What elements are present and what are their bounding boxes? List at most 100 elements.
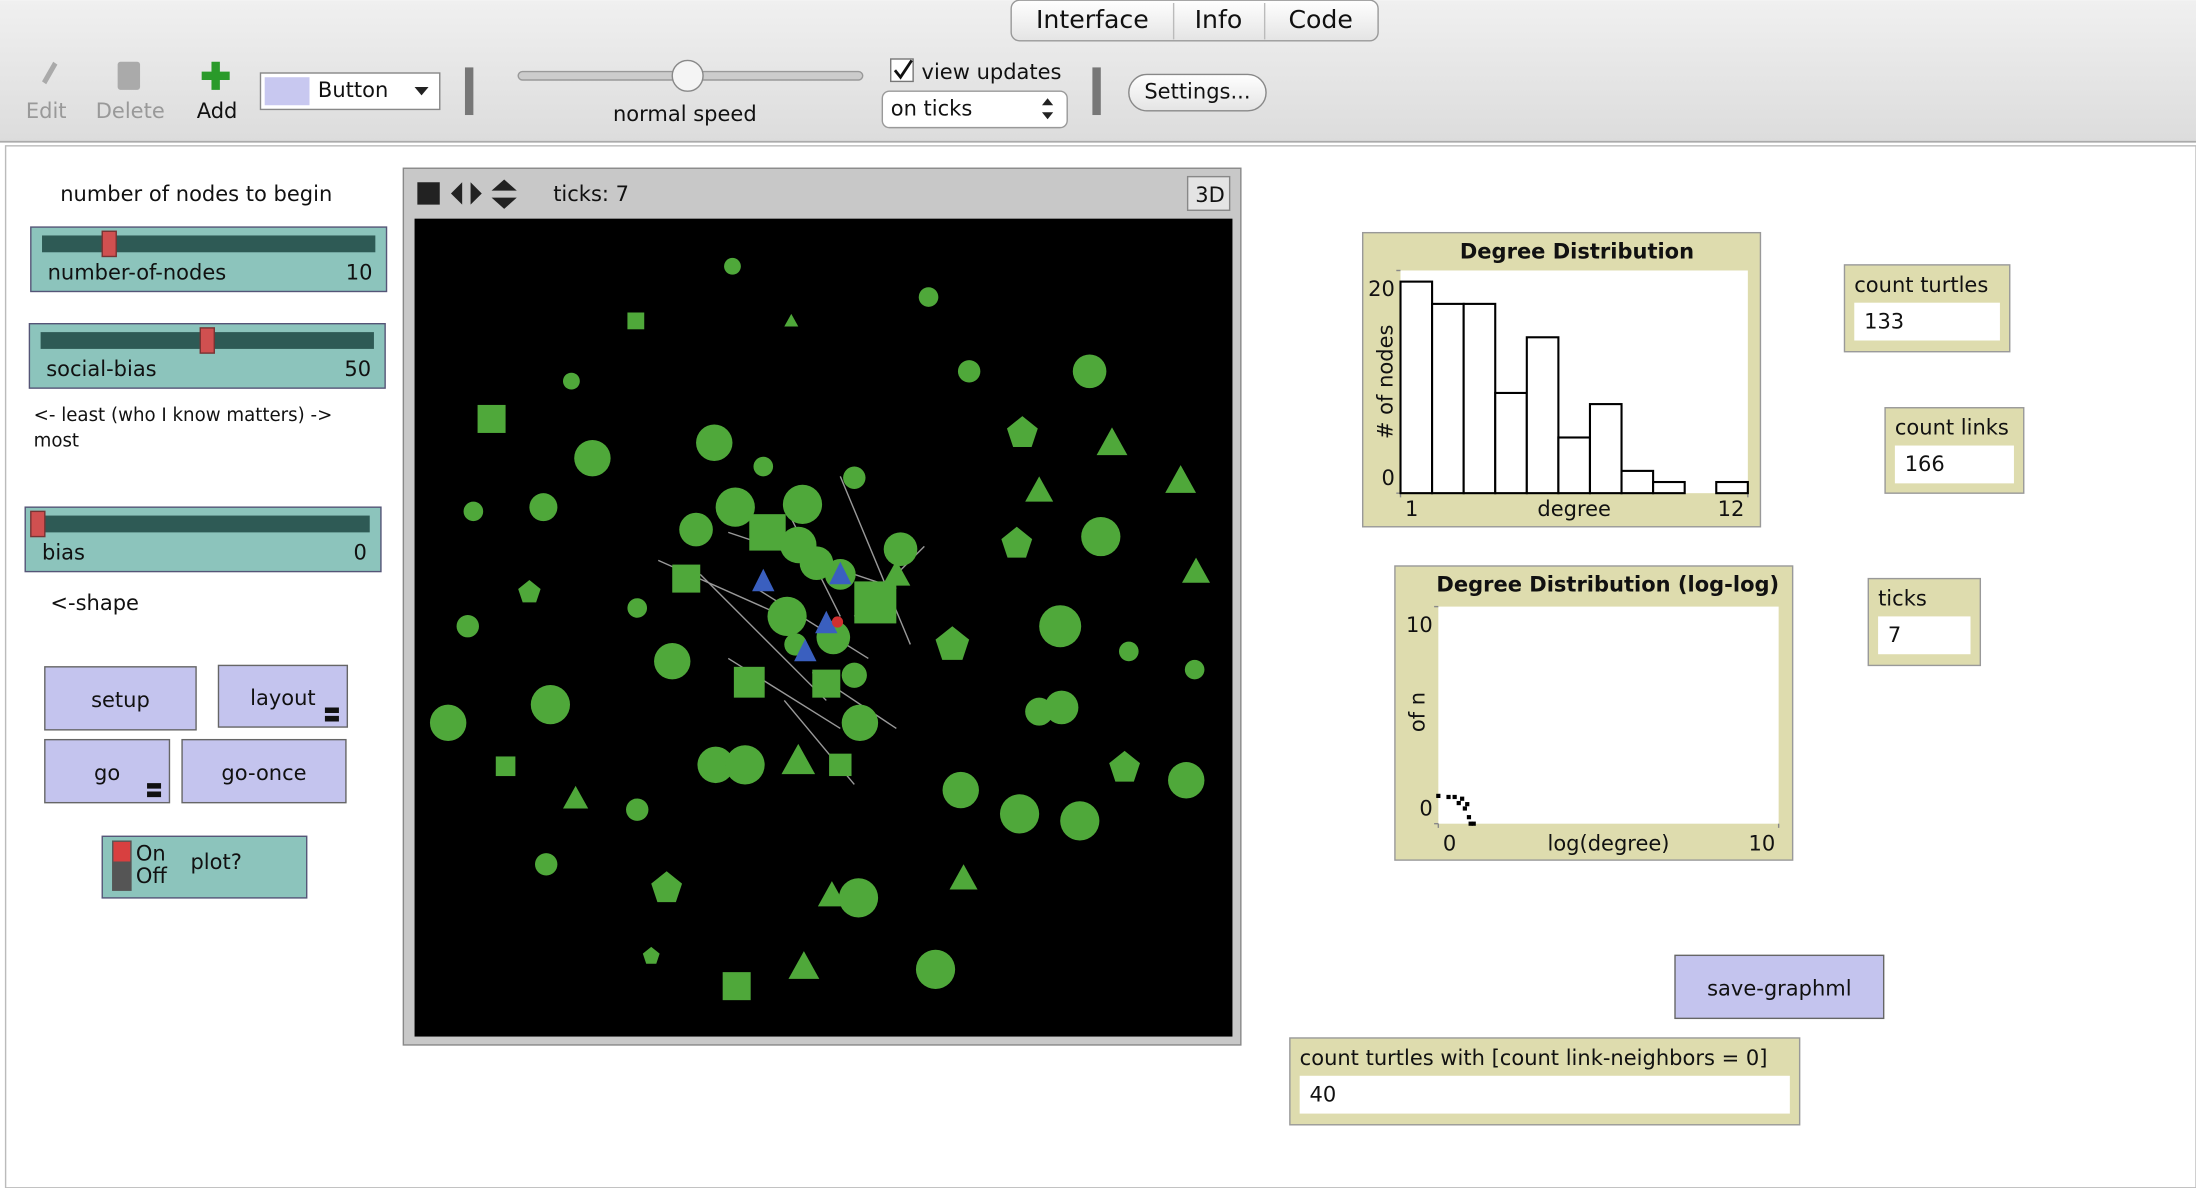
tab[interactable]: Code [1288, 5, 1352, 34]
turtle [782, 484, 823, 524]
histogram-bar [1557, 436, 1592, 495]
button-label[interactable]: go [94, 761, 120, 785]
scatter-point [1452, 794, 1457, 800]
monitor-value: 166 [1905, 452, 1945, 476]
note: number of nodes to begin [60, 182, 332, 206]
histogram-bar [1588, 403, 1623, 495]
switch-knob[interactable] [113, 841, 131, 862]
view-updates-label[interactable]: view updates [922, 60, 1062, 84]
turtle [1165, 465, 1197, 493]
turtle [1081, 516, 1121, 557]
scatter-point [1456, 800, 1461, 806]
settings-label[interactable]: Settings... [1144, 80, 1250, 104]
turtle [642, 946, 660, 964]
histogram-bar [1399, 280, 1434, 495]
separator [464, 67, 474, 116]
settings-button[interactable] [1128, 73, 1267, 112]
button-label[interactable]: save-graphml [1707, 977, 1852, 1001]
turtle [696, 424, 733, 461]
scatter-point [1436, 793, 1441, 798]
slider-track[interactable] [36, 515, 370, 533]
monitor-field [1854, 302, 2000, 341]
histogram-bar [1462, 302, 1497, 495]
x-tick-label: 0 [1443, 832, 1456, 856]
view-control[interactable] [491, 179, 517, 209]
edit-button[interactable]: Edit [26, 99, 67, 123]
update-mode-value[interactable]: on ticks [891, 96, 973, 120]
plot-area [1438, 606, 1779, 824]
histogram-bar [1652, 480, 1686, 495]
button-label[interactable]: layout [250, 686, 316, 710]
turtle [654, 643, 691, 680]
turtle [915, 949, 956, 989]
monitor-value: 7 [1888, 623, 1901, 647]
slider-track[interactable] [42, 235, 376, 253]
speed-knob[interactable] [671, 59, 704, 92]
button-label[interactable]: setup [91, 688, 150, 712]
monitor-label: ticks [1878, 587, 1927, 611]
view-ticks: ticks: 7 [553, 182, 629, 206]
turtle [697, 746, 734, 784]
3d-button[interactable] [1186, 175, 1231, 211]
turtle [957, 360, 981, 383]
slider-name: social-bias [46, 357, 156, 381]
button-label[interactable]: go-once [221, 761, 306, 785]
turtle [1096, 427, 1128, 456]
slider-name: bias [42, 540, 85, 564]
edit-icon[interactable] [42, 61, 58, 85]
slider-name: number-of-nodes [48, 260, 227, 284]
slider-knob[interactable] [30, 510, 46, 538]
turtle [753, 456, 774, 477]
turtle [1060, 801, 1100, 841]
y-axis-label: log(# of nodes) [1406, 634, 1430, 797]
update-mode-dropdown[interactable] [881, 90, 1068, 129]
button[interactable] [181, 738, 347, 804]
turtle [495, 756, 516, 777]
add-button[interactable]: Add [197, 99, 238, 123]
turtle [841, 662, 867, 688]
tab[interactable]: Info [1195, 5, 1243, 34]
scatter-point [1466, 815, 1472, 820]
delete-button[interactable]: Delete [96, 99, 165, 123]
turtle [794, 638, 817, 662]
tab[interactable]: Interface [1036, 5, 1149, 34]
y-tick-label: 0 [1419, 797, 1432, 821]
turtle [829, 753, 852, 777]
x-axis-label: log(degree) [1547, 832, 1669, 856]
turtle-link [755, 587, 869, 660]
add-icon[interactable] [201, 61, 230, 90]
slider-value: 0 [354, 540, 367, 564]
turtle [1119, 641, 1139, 662]
button[interactable] [44, 666, 197, 731]
turtle [1025, 476, 1054, 502]
switch[interactable] [101, 835, 308, 899]
histogram-bar [1715, 480, 1749, 495]
turtle [829, 561, 852, 585]
slider-value: 50 [344, 357, 371, 381]
delete-icon[interactable] [117, 61, 141, 90]
turtle-link [839, 476, 911, 645]
x-tick-label: 1 [1405, 497, 1418, 521]
monitor-value: 133 [1864, 309, 1904, 333]
slider-knob[interactable] [101, 230, 117, 258]
button[interactable] [1674, 954, 1885, 1020]
turtle [841, 704, 879, 742]
view-control[interactable] [450, 182, 482, 205]
separator [1092, 67, 1101, 116]
turtle [784, 313, 799, 327]
widget-type-value[interactable]: Button [318, 78, 388, 102]
turtle [1168, 762, 1205, 799]
turtle [831, 616, 844, 628]
switch-label: plot? [190, 850, 241, 874]
3d-label[interactable]: 3D [1195, 183, 1225, 207]
turtle [854, 581, 897, 624]
turtle [1001, 526, 1033, 558]
turtle [843, 466, 866, 489]
turtle [724, 257, 741, 275]
monitor-field [1299, 1075, 1790, 1114]
view-control[interactable] [417, 182, 440, 205]
turtle [749, 514, 786, 551]
slider-knob[interactable] [199, 327, 215, 354]
